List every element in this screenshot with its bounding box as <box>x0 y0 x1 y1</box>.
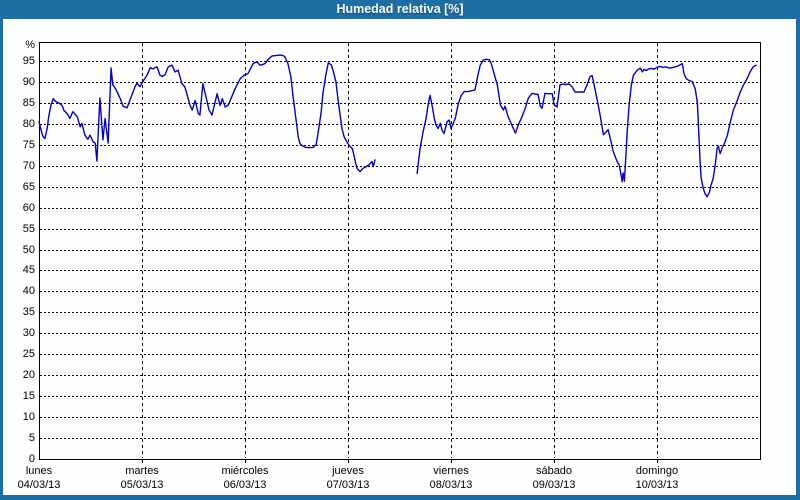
window-border-right <box>796 19 800 500</box>
plot-border <box>39 42 761 460</box>
y-axis-label: 45 <box>22 264 35 277</box>
date-label: 05/03/13 <box>120 479 164 491</box>
y-axis-label: 40 <box>22 285 35 298</box>
date-label: 09/03/13 <box>532 479 576 491</box>
y-axis-label: 90 <box>22 75 35 88</box>
y-axis-label: 80 <box>22 117 35 130</box>
window-border-left <box>0 19 3 500</box>
day-label: viernes <box>433 465 469 477</box>
day-label: martes <box>125 465 159 477</box>
y-axis-label: 25 <box>22 348 35 361</box>
date-label: 06/03/13 <box>223 479 267 491</box>
y-axis-label: 95 <box>22 55 35 67</box>
y-axis-label: 15 <box>22 390 35 403</box>
day-label: jueves <box>332 465 364 477</box>
window-titlebar: Humedad relativa [%] <box>0 0 800 19</box>
plot-area: 0 5 10 15 20 25 30 35 40 45 50 55 60 65 70 75 80 85 90 95% l… <box>0 19 800 500</box>
date-label: 04/03/13 <box>17 479 61 491</box>
y-axis-label: 20 <box>22 369 35 382</box>
y-axis-label: 75 <box>22 138 35 151</box>
day-label: sábado <box>535 465 573 477</box>
day-label: domingo <box>635 465 679 477</box>
day-label: lunes <box>25 465 53 477</box>
window-border-bottom <box>0 495 800 500</box>
y-axis-label: 30 <box>22 327 35 340</box>
y-axis-label: 35 <box>22 306 35 319</box>
y-axis-label: 10 <box>22 411 35 424</box>
chart-canvas <box>38 42 761 463</box>
humidity-line <box>416 58 757 198</box>
day-label: miércoles <box>221 465 269 477</box>
y-axis-label: 0 <box>28 453 35 465</box>
humidity-line <box>38 54 376 173</box>
y-axis-label: 70 <box>22 159 35 172</box>
y-axis-label: 50 <box>22 243 35 256</box>
y-axis-label: 60 <box>22 201 35 214</box>
y-axis-label: 5 <box>28 432 35 445</box>
window-title: Humedad relativa [%] <box>336 2 464 16</box>
y-axis-label: 85 <box>22 96 35 109</box>
date-label: 08/03/13 <box>429 479 473 491</box>
date-label: 07/03/13 <box>326 479 370 491</box>
y-axis-label: 65 <box>22 180 35 193</box>
date-label: 10/03/13 <box>635 479 679 491</box>
y-axis-label: 55 <box>22 222 35 235</box>
y-axis-unit-label: % <box>25 39 35 51</box>
